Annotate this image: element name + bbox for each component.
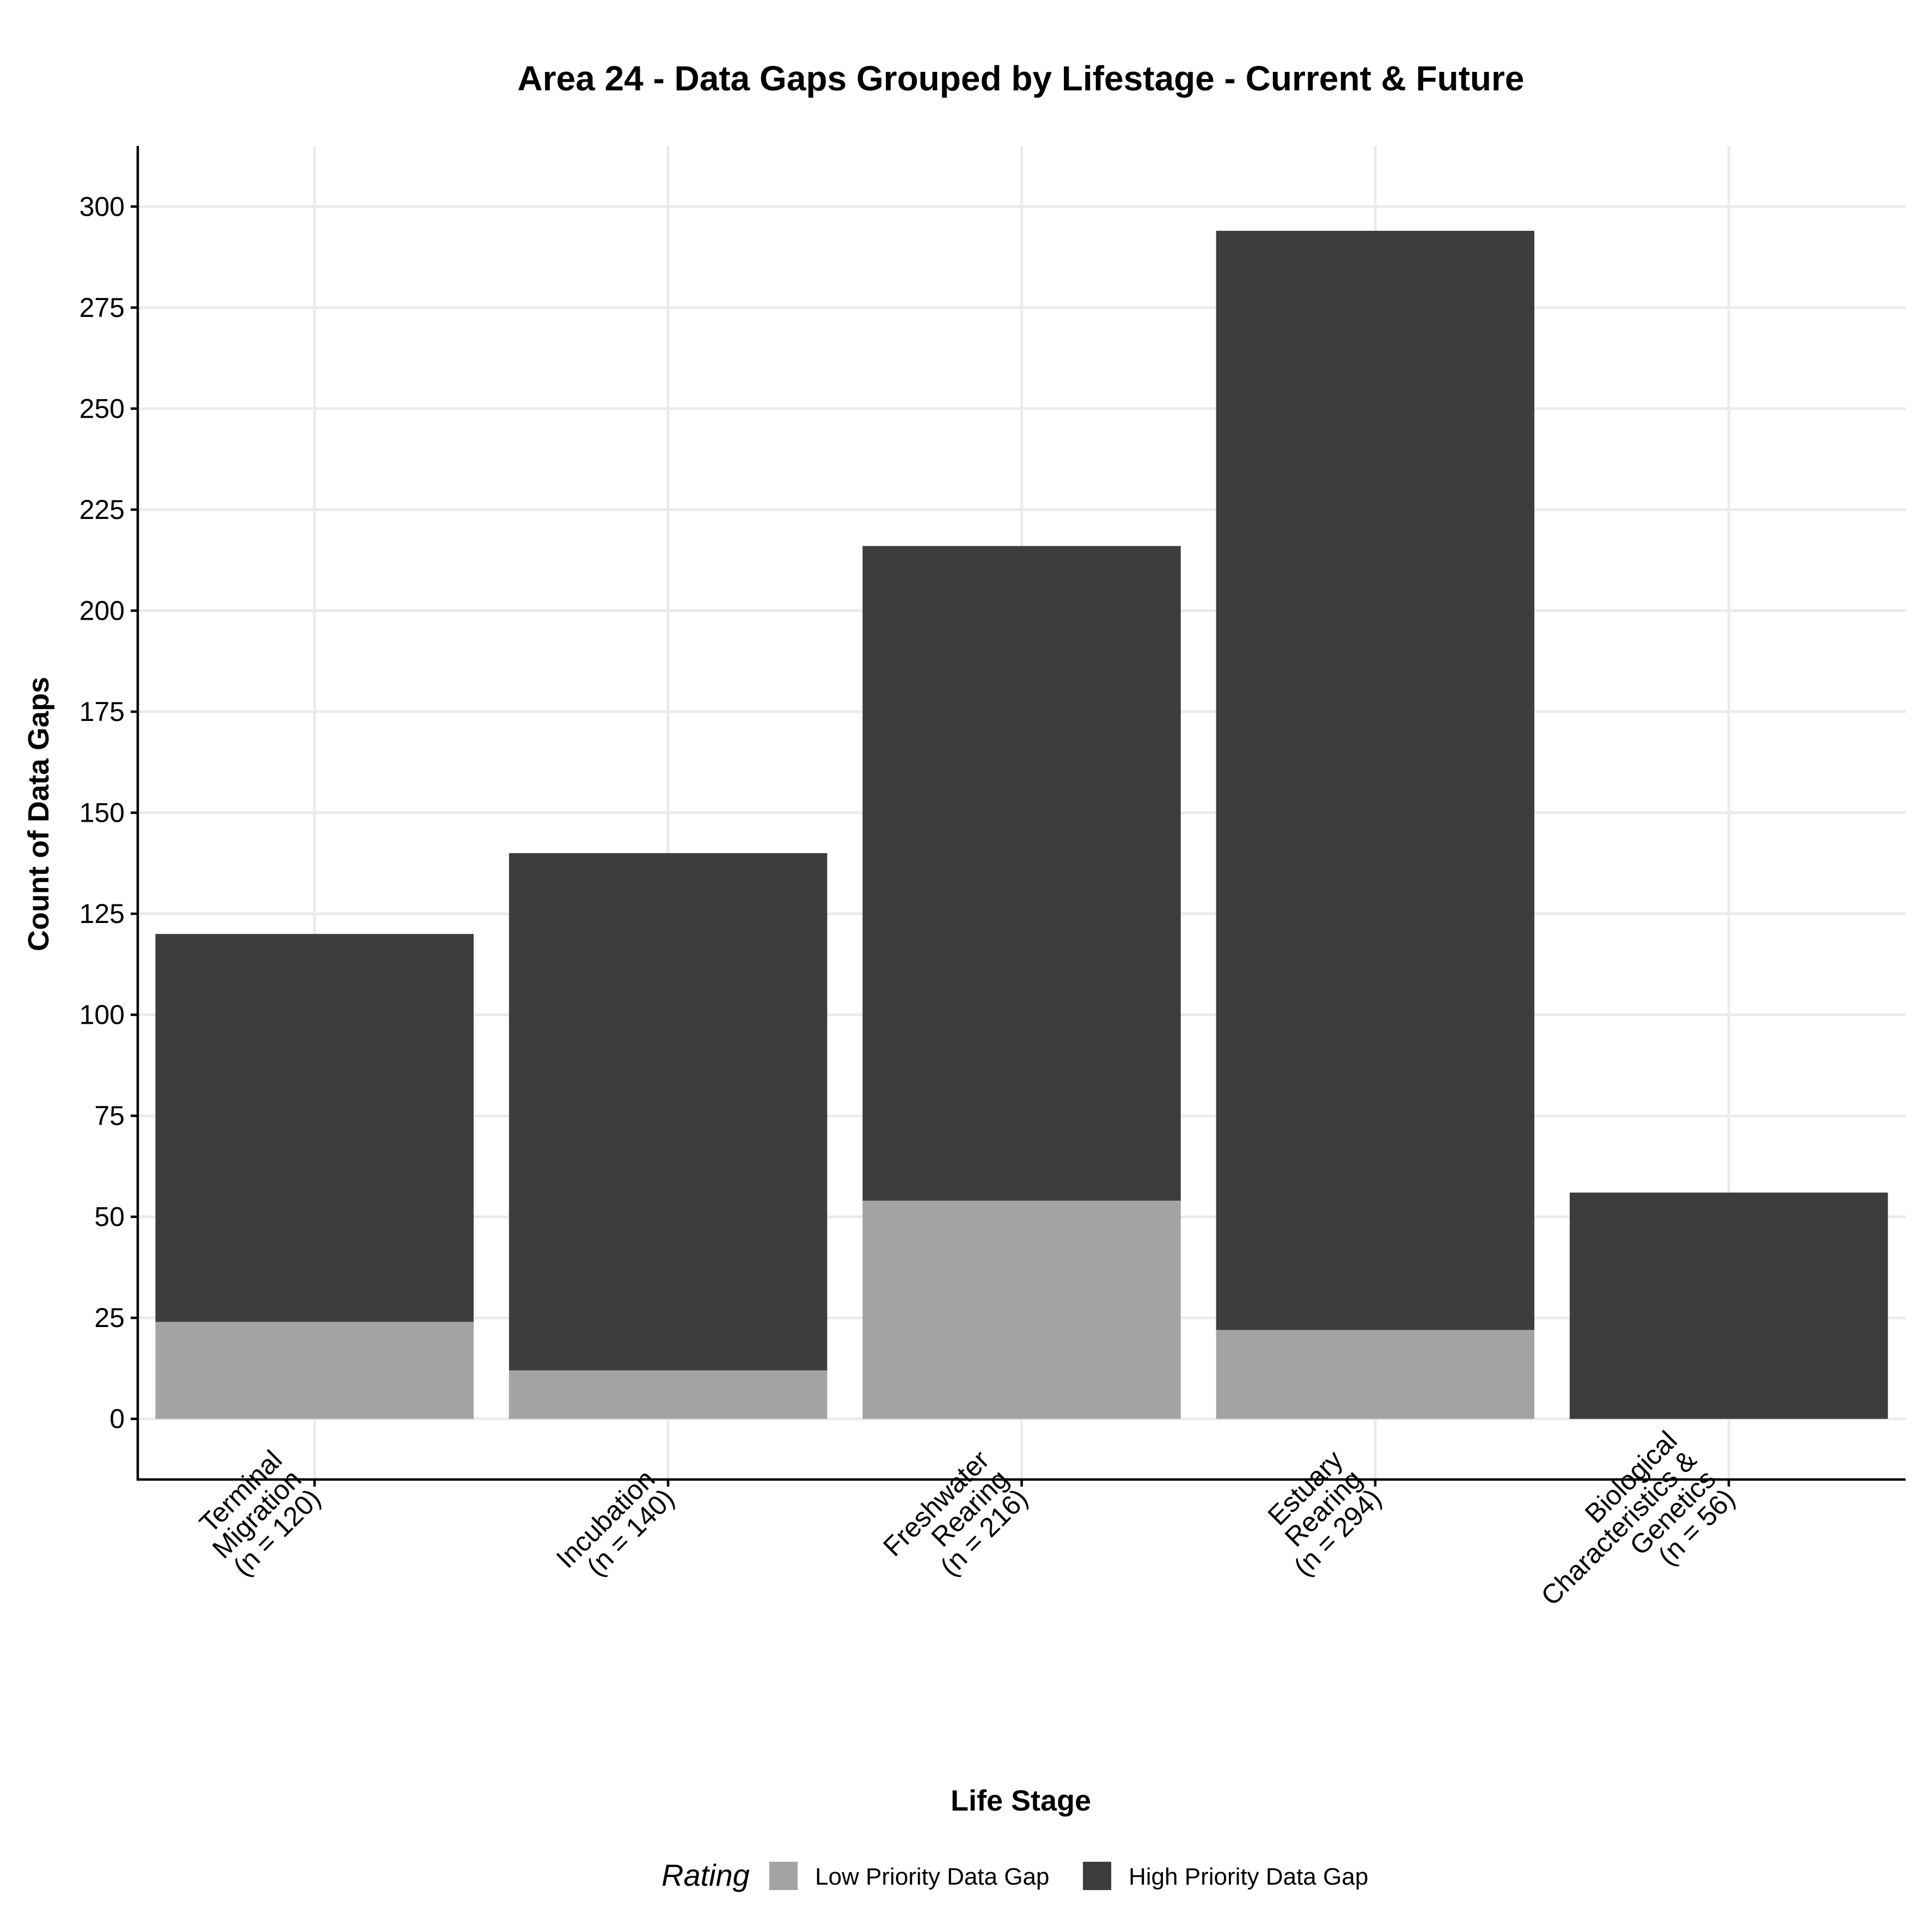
y-tick-label: 300 [79, 191, 125, 222]
legend-label-low-priority: Low Priority Data Gap [815, 1863, 1049, 1890]
bar-low-priority [1216, 1330, 1535, 1419]
axis-lines [136, 146, 1906, 1481]
x-tick-label: FreshwaterRearing(n = 216) [877, 1444, 1033, 1600]
x-tick-label: Incubation(n = 140) [550, 1464, 680, 1593]
y-tick-label: 25 [94, 1303, 125, 1333]
legend-key-low-priority [769, 1862, 798, 1890]
y-tick-label: 225 [79, 494, 125, 525]
y-tick-label: 50 [94, 1202, 125, 1232]
legend-title: Rating [662, 1858, 750, 1892]
y-tick-label: 75 [94, 1100, 125, 1131]
y-tick-label: 0 [109, 1404, 125, 1434]
x-tick-label: TerminalMigration(n = 120) [187, 1444, 327, 1583]
x-tick-label-text: BiologicalCharacteristics &Genetics(n = … [1516, 1425, 1741, 1650]
bar-low-priority [862, 1200, 1181, 1419]
chart-title: Area 24 - Data Gaps Grouped by Lifestage… [517, 59, 1524, 98]
bar-high-priority [1216, 230, 1535, 1330]
bar-high-priority [1570, 1193, 1888, 1419]
x-tick-label-text: EstuaryRearing(n = 294) [1250, 1444, 1387, 1582]
y-tick-label: 250 [79, 393, 125, 424]
y-tick-label: 100 [79, 1000, 125, 1030]
y-tick-label: 150 [79, 798, 125, 828]
x-tick-label: EstuaryRearing(n = 294) [1250, 1444, 1387, 1582]
legend-label-high-priority: High Priority Data Gap [1129, 1863, 1368, 1890]
x-tick-label: BiologicalCharacteristics &Genetics(n = … [1516, 1425, 1741, 1650]
bars [155, 230, 1888, 1419]
y-tick-label: 175 [79, 696, 125, 727]
bar-low-priority [509, 1370, 828, 1419]
bar-high-priority [155, 934, 474, 1322]
y-tick-label: 200 [79, 595, 125, 626]
bar-high-priority [862, 546, 1181, 1201]
bar-low-priority [155, 1322, 474, 1419]
legend-key-high-priority [1083, 1862, 1111, 1890]
x-tick-label-text: TerminalMigration(n = 120) [187, 1444, 327, 1583]
x-tick-label-text: FreshwaterRearing(n = 216) [877, 1444, 1033, 1600]
x-axis-title: Life Stage [951, 1784, 1091, 1817]
y-tick-label: 125 [79, 898, 125, 929]
y-axis-title: Count of Data Gaps [22, 677, 55, 951]
y-tick-label: 275 [79, 292, 125, 323]
x-tick-label-text: Incubation(n = 140) [550, 1464, 680, 1593]
bar-high-priority [509, 853, 828, 1371]
legend: Rating Low Priority Data Gap High Priorit… [662, 1858, 1368, 1892]
